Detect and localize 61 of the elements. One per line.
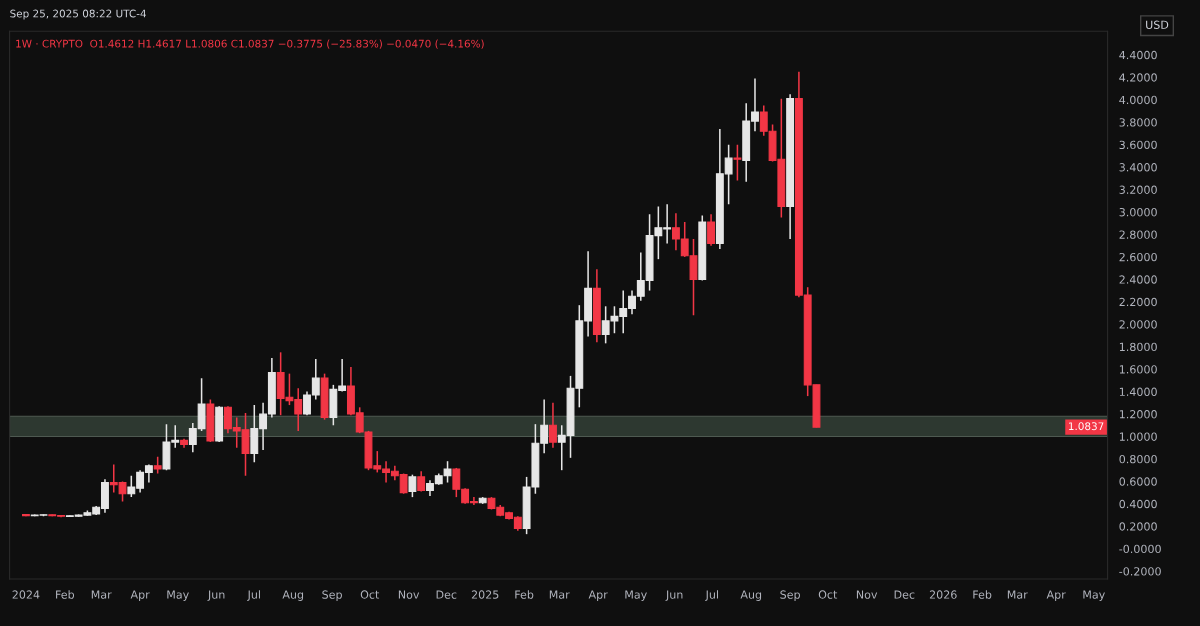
x-tick-label: Jun [665,590,683,601]
y-tick-label: 3.0000 [1119,207,1157,217]
y-tick-label: 4.2000 [1119,73,1157,82]
x-tick-label: Jun [207,590,225,601]
x-tick-label: May [1083,590,1105,601]
y-tick-label: 3.8000 [1119,118,1157,127]
x-tick-label: 2026 [929,590,957,599]
x-tick-label: Nov [398,590,420,599]
y-tick-label: 2.0000 [1119,320,1157,329]
x-tick-label: Dec [894,590,915,599]
y-tick-label: 1.8000 [1119,342,1157,352]
x-tick-label: Feb [56,590,75,599]
x-tick-label: Mar [1007,590,1028,599]
annotation: 1.0837 [1069,422,1104,431]
x-tick-label: Jul [705,590,718,601]
y-tick-label: 2.8000 [1119,230,1157,239]
y-tick-label: 0.2000 [1119,522,1157,531]
x-tick-label: Sep [322,590,342,601]
text: 1W · CRYPTO O1.4612 H1.4617 L1.0806 C1.0837 −0.3775 (−25.83%) −0.0470 (−4.16%) [16,39,484,49]
x-tick-label: Dec [436,590,457,599]
y-tick-label: 3.4000 [1119,163,1157,172]
y-tick-label: -0.2000 [1119,567,1161,576]
x-tick-label: Aug [282,590,304,601]
x-tick-label: Oct [818,590,838,599]
y-tick-label: -0.0000 [1119,544,1161,554]
x-tick-label: Sep [780,590,800,601]
y-tick-label: 1.2000 [1119,410,1157,419]
candlestick [549,402,557,449]
y-tick-label: 2.4000 [1119,275,1157,284]
x-tick-label: 2025 [471,590,499,599]
y-tick-label: 0.8000 [1119,454,1157,464]
x-tick-label: Nov [856,590,878,599]
x-tick-label: Feb [973,590,992,599]
y-tick-label: 1.6000 [1119,365,1157,374]
y-tick-label: 2.6000 [1119,252,1157,262]
x-tick-label: Mar [549,590,570,599]
y-tick-label: 0.4000 [1119,499,1157,509]
text: Sep 25, 2025 08:22 UTC-4 [10,9,147,20]
y-tick-label: 1.0000 [1119,432,1157,441]
x-tick-label: Oct [360,590,380,599]
x-tick-label: May [167,590,189,601]
y-tick-label: 0.6000 [1119,477,1157,486]
x-tick-label: May [625,590,647,601]
x-tick-label: Aug [740,590,762,601]
x-tick-label: Apr [588,590,608,601]
x-tick-label: Apr [130,590,150,601]
y-tick-label: 1.4000 [1119,387,1157,396]
y-tick-label: 2.2000 [1119,297,1157,307]
candlestick [733,143,742,182]
y-tick-label: 3.2000 [1119,185,1157,194]
x-tick-label: 2024 [12,590,40,599]
y-tick-label: 4.0000 [1119,95,1157,105]
x-tick-label: Mar [91,590,112,599]
x-tick-label: Feb [515,590,534,599]
x-tick-label: Apr [1046,590,1066,601]
y-axis-title: USD [1146,20,1169,29]
candlestick [408,473,417,498]
candlestick [707,213,716,247]
y-tick-label: 4.4000 [1119,50,1157,60]
x-tick-label: Jul [247,590,260,601]
y-tick-label: 3.6000 [1119,140,1157,150]
